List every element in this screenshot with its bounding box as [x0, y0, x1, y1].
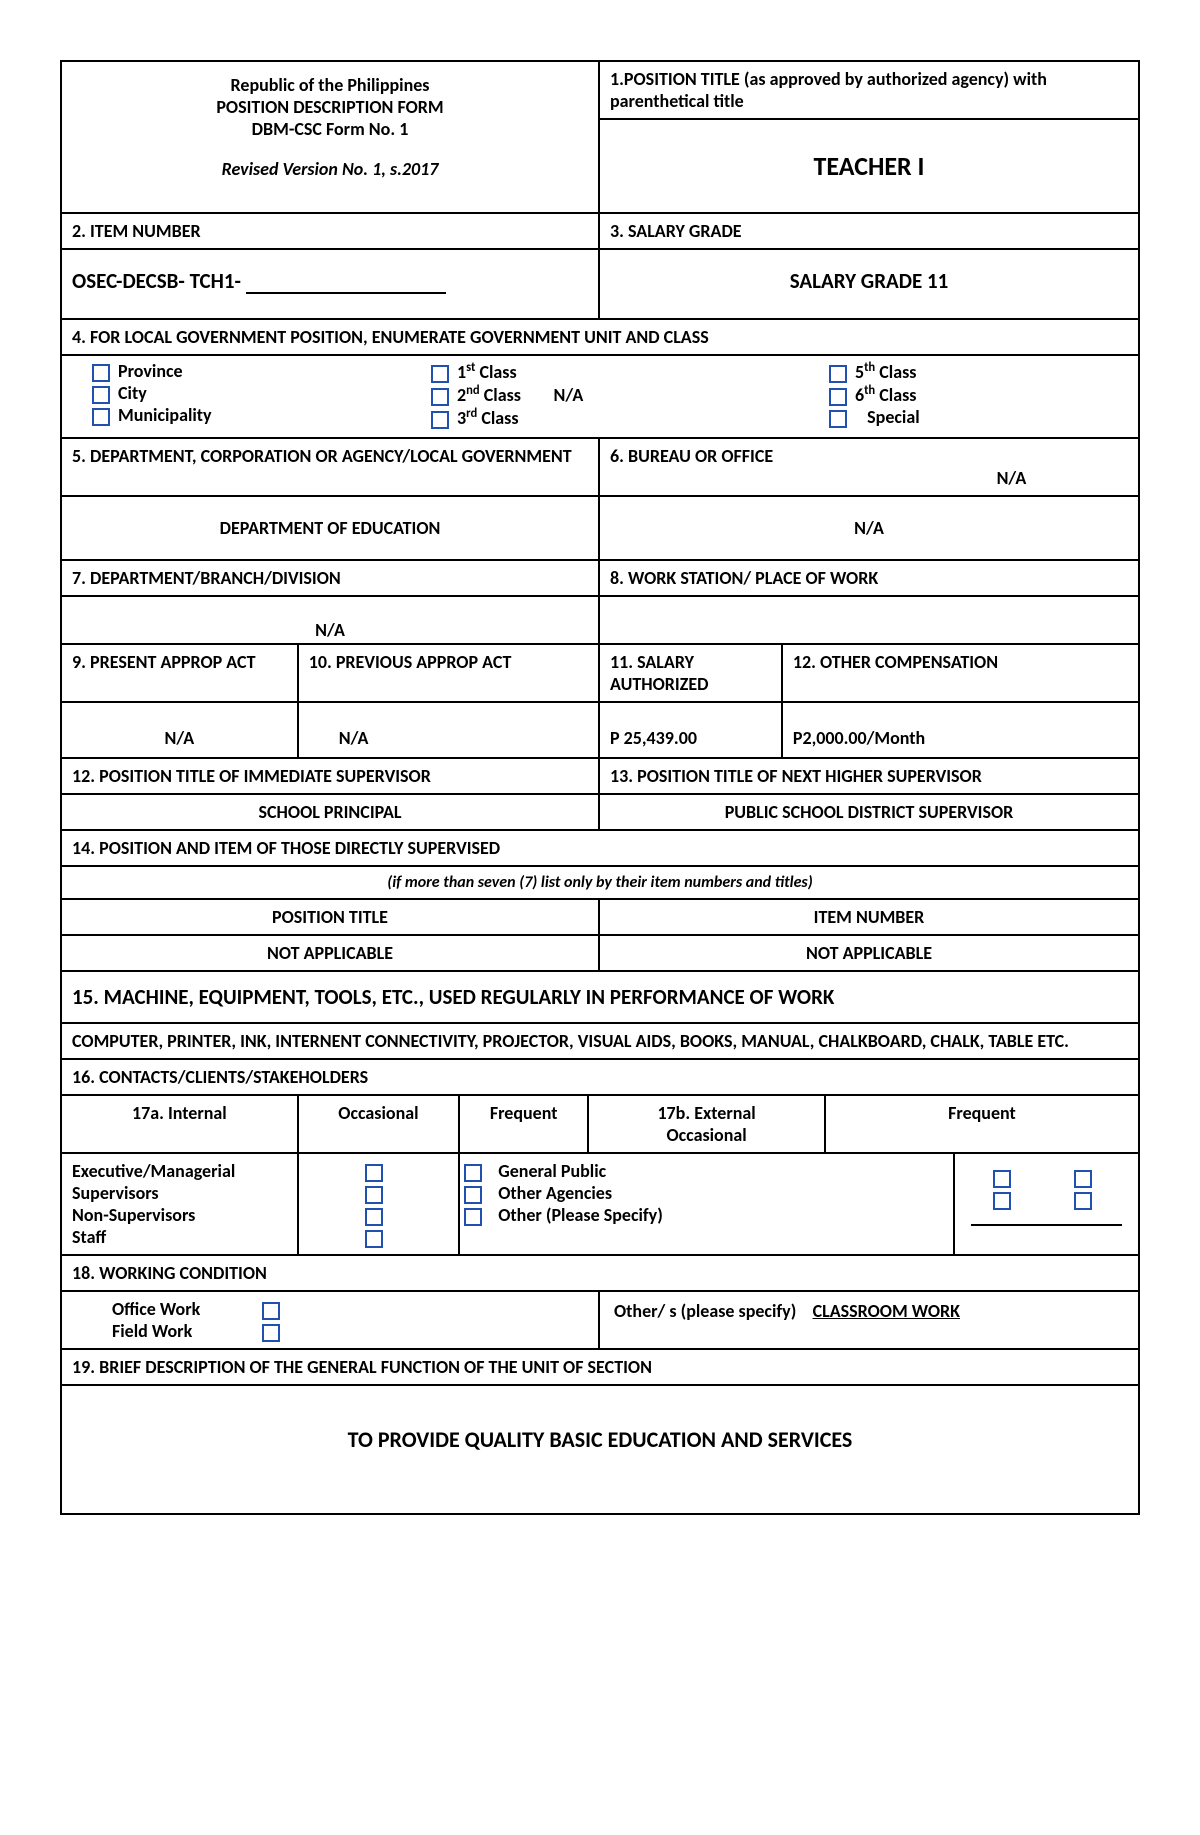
field-8-label: 8. WORK STATION/ PLACE OF WORK: [600, 561, 1138, 597]
position-description-form: Republic of the Philippines POSITION DES…: [60, 60, 1140, 1515]
field-9-value: N/A: [62, 703, 299, 759]
field-18-label: 18. WORKING CONDITION: [62, 1256, 1138, 1292]
field-6-label-row: 6. BUREAU OR OFFICE N/A: [600, 439, 1138, 497]
chk-int-freq-2[interactable]: [464, 1186, 482, 1204]
chk-int-occ-3[interactable]: [365, 1208, 383, 1226]
checkbox-city[interactable]: [92, 386, 110, 404]
field-3-value: SALARY GRADE 11: [600, 250, 1138, 320]
header-form-no: DBM-CSC Form No. 1: [72, 118, 588, 140]
checkbox-2nd-class[interactable]: [431, 388, 449, 406]
chk-ext-freq-2[interactable]: [1074, 1192, 1092, 1210]
field-18-left: Office Work Field Work: [62, 1292, 600, 1350]
field-13-label: 13. POSITION TITLE OF NEXT HIGHER SUPERV…: [600, 759, 1138, 795]
chk-int-occ-2[interactable]: [365, 1186, 383, 1204]
field-6-value: N/A: [600, 497, 1138, 561]
chk-ext-occ-1[interactable]: [993, 1170, 1011, 1188]
header-revision: Revised Version No. 1, s.2017: [72, 158, 588, 180]
field-16-label: 16. CONTACTS/CLIENTS/STAKEHOLDERS: [62, 1060, 1138, 1096]
f17-internal-list: Executive/Managerial Supervisors Non-Sup…: [62, 1154, 299, 1256]
f17-h-external: 17b. ExternalOccasional: [589, 1096, 826, 1154]
field-19-label: 19. BRIEF DESCRIPTION OF THE GENERAL FUN…: [62, 1350, 1138, 1386]
field-3-label: 3. SALARY GRADE: [600, 214, 1138, 250]
field-8-value[interactable]: [600, 597, 1138, 645]
checkbox-5th-class[interactable]: [829, 365, 847, 383]
field-10-value: N/A: [299, 703, 600, 759]
field-7-label: 7. DEPARTMENT/BRANCH/DIVISION: [62, 561, 600, 597]
field-12sup-value: SCHOOL PRINCIPAL: [62, 795, 600, 831]
field-11-label: 11. SALARY AUTHORIZED: [600, 645, 783, 703]
field-14-label: 14. POSITION AND ITEM OF THOSE DIRECTLY …: [62, 831, 1138, 867]
field-12comp-value: P2,000.00/Month: [783, 703, 1138, 759]
field-11-value: P 25,439.00: [600, 703, 783, 759]
f17-h-occ: Occasional: [299, 1096, 460, 1154]
checkbox-province[interactable]: [92, 364, 110, 382]
field-14-note: (if more than seven (7) list only by the…: [62, 867, 1138, 900]
f17-h-freq2: Frequent: [826, 1096, 1138, 1154]
chk-int-occ-4[interactable]: [365, 1230, 383, 1248]
chk-int-occ-1[interactable]: [365, 1164, 383, 1182]
field-15-value: COMPUTER, PRINTER, INK, INTERNENT CONNEC…: [62, 1024, 1138, 1060]
field-5-value: DEPARTMENT OF EDUCATION: [62, 497, 600, 561]
f17-h-freq: Frequent: [460, 1096, 589, 1154]
field-1-position-title: 1.POSITION TITLE (as approved by authori…: [600, 62, 1138, 214]
field-14-v1: NOT APPLICABLE: [62, 936, 600, 972]
field-4-label: 4. FOR LOCAL GOVERNMENT POSITION, ENUMER…: [62, 320, 1138, 356]
header-form-title: POSITION DESCRIPTION FORM: [72, 96, 588, 118]
checkbox-municipality[interactable]: [92, 408, 110, 426]
f17-ext-checks: [955, 1154, 1138, 1256]
field-1-label: 1.POSITION TITLE (as approved by authori…: [600, 62, 1138, 120]
chk-office-work[interactable]: [262, 1302, 280, 1320]
chk-field-work[interactable]: [262, 1324, 280, 1342]
field-1-value: TEACHER I: [600, 120, 1138, 212]
field-14-v2: NOT APPLICABLE: [600, 936, 1138, 972]
chk-int-freq-3[interactable]: [464, 1208, 482, 1226]
chk-int-freq-1[interactable]: [464, 1164, 482, 1182]
f17-internal-occ: [299, 1154, 460, 1256]
field-2-label: 2. ITEM NUMBER: [62, 214, 600, 250]
field-14-h1: POSITION TITLE: [62, 900, 600, 936]
form-header: Republic of the Philippines POSITION DES…: [62, 62, 600, 214]
f17-h-internal: 17a. Internal: [62, 1096, 299, 1154]
field-13-value: PUBLIC SCHOOL DISTRICT SUPERVISOR: [600, 795, 1138, 831]
field-4-content: Province City Municipality 1st Class 2nd…: [62, 356, 1138, 439]
checkbox-special[interactable]: [829, 410, 847, 428]
field-12sup-label: 12. POSITION TITLE OF IMMEDIATE SUPERVIS…: [62, 759, 600, 795]
field-5-label: 5. DEPARTMENT, CORPORATION OR AGENCY/LOC…: [62, 439, 600, 497]
header-republic: Republic of the Philippines: [72, 74, 588, 96]
field-12comp-label: 12. OTHER COMPENSATION: [783, 645, 1138, 703]
chk-ext-freq-1[interactable]: [1074, 1170, 1092, 1188]
field-15-label: 15. MACHINE, EQUIPMENT, TOOLS, ETC., USE…: [62, 972, 1138, 1024]
chk-ext-occ-2[interactable]: [993, 1192, 1011, 1210]
field-9-label: 9. PRESENT APPROP ACT: [62, 645, 299, 703]
f17-external-list: General Public Other Agencies Other (Ple…: [460, 1154, 955, 1256]
field-2-value[interactable]: OSEC-DECSB- TCH1-: [62, 250, 600, 320]
field-7-value: N/A: [62, 597, 600, 645]
checkbox-1st-class[interactable]: [431, 365, 449, 383]
field-10-label: 10. PREVIOUS APPROP ACT: [299, 645, 600, 703]
checkbox-3rd-class[interactable]: [431, 411, 449, 429]
checkbox-6th-class[interactable]: [829, 388, 847, 406]
field-14-h2: ITEM NUMBER: [600, 900, 1138, 936]
field-19-value: TO PROVIDE QUALITY BASIC EDUCATION AND S…: [62, 1386, 1138, 1513]
field-18-right: Other/ s (please specify) CLASSROOM WORK: [600, 1292, 1138, 1350]
